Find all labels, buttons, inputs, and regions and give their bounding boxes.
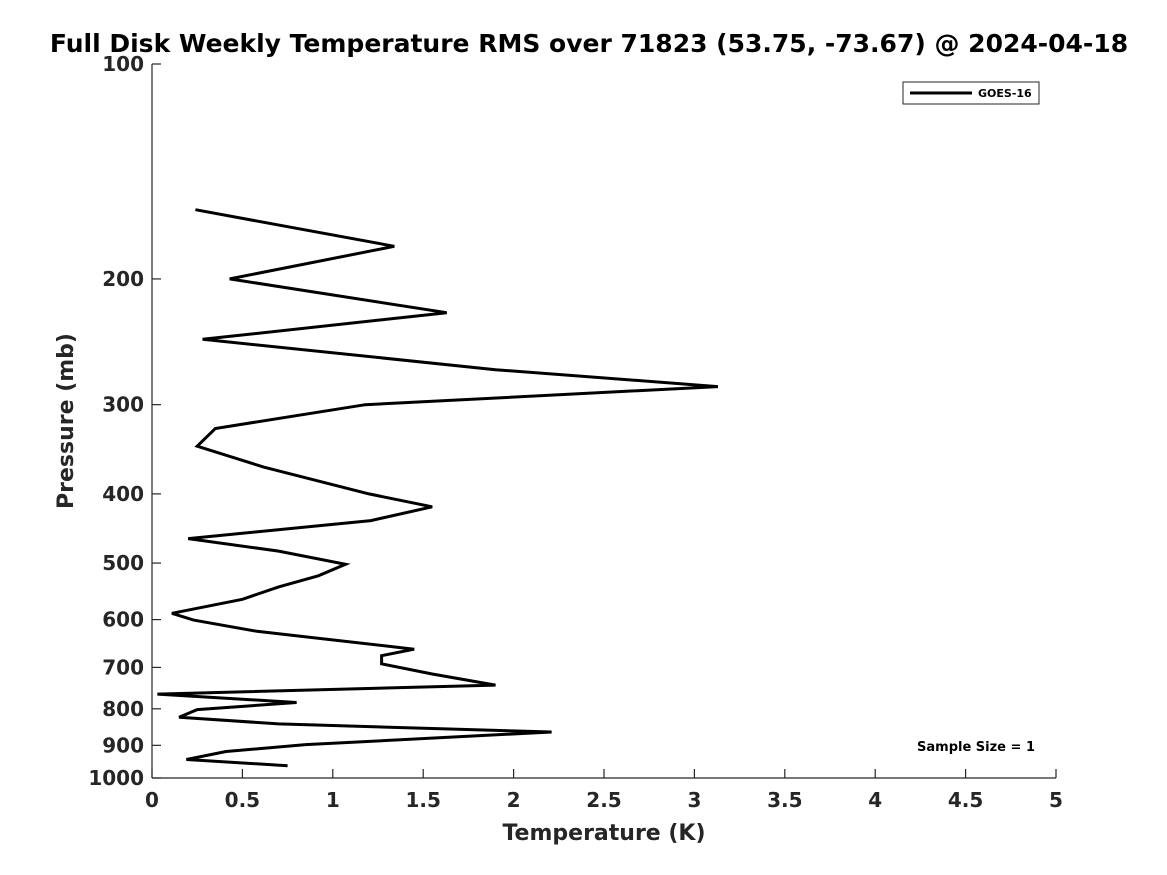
series-line: [157, 208, 719, 768]
series-layer: [157, 208, 719, 768]
x-tick-label: 0.5: [225, 788, 260, 812]
x-tick-label: 4: [868, 788, 882, 812]
legend-label: GOES-16: [978, 87, 1032, 100]
x-tick-label: 1: [326, 788, 340, 812]
axes: [151, 64, 1056, 779]
y-ticks: 100 200 300 400 500 600 700 800 900 1000: [88, 52, 161, 790]
x-tick-label: 0: [145, 788, 159, 812]
legend: GOES-16: [902, 81, 1040, 105]
y-tick-label: 200: [102, 267, 144, 291]
y-tick-label: 100: [102, 52, 144, 76]
y-tick-label: 700: [102, 655, 144, 679]
y-tick-label: 300: [102, 393, 144, 417]
y-axis-label: Pressure (mb): [54, 333, 79, 509]
chart-title: Full Disk Weekly Temperature RMS over 71…: [50, 29, 1128, 58]
x-tick-label: 2: [507, 788, 521, 812]
x-tick-label: 1.5: [405, 788, 440, 812]
x-tick-label: 5: [1049, 788, 1063, 812]
x-tick-label: 3: [687, 788, 701, 812]
y-tick-label: 500: [102, 551, 144, 575]
x-ticks: 0 0.5 1 1.5 2 2.5 3 3.5 4 4.5 5: [145, 769, 1063, 812]
x-axis-label: Temperature (K): [502, 821, 705, 846]
y-tick-label: 400: [102, 482, 144, 506]
y-tick-label: 1000: [88, 766, 144, 790]
x-tick-label: 4.5: [948, 788, 983, 812]
x-tick-label: 2.5: [586, 788, 621, 812]
y-tick-label: 900: [102, 733, 144, 757]
sample-size-annotation: Sample Size = 1: [917, 740, 1035, 755]
y-tick-label: 800: [102, 697, 144, 721]
y-tick-label: 600: [102, 608, 144, 632]
x-tick-label: 3.5: [767, 788, 802, 812]
